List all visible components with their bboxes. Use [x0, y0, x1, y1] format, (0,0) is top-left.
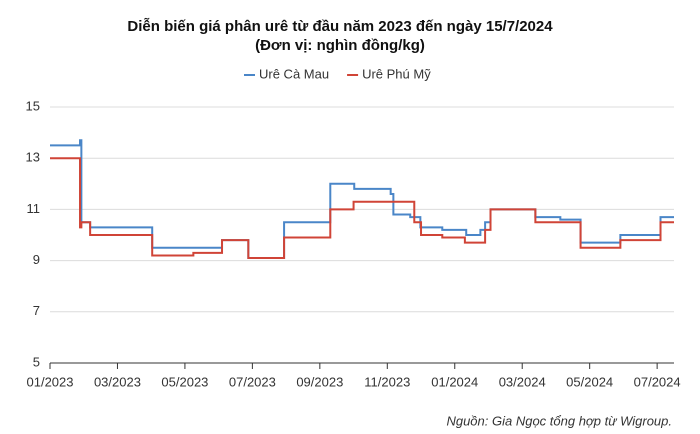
- x-tick-label: 11/2023: [364, 374, 410, 389]
- y-tick-label: 5: [33, 354, 40, 369]
- y-tick-label: 9: [33, 252, 40, 267]
- y-tick-label: 13: [26, 150, 40, 165]
- legend-label: Urê Cà Mau: [259, 66, 329, 81]
- y-tick-label: 15: [26, 98, 40, 113]
- x-tick-label: 07/2023: [229, 374, 276, 389]
- x-tick-label: 05/2024: [566, 374, 613, 389]
- chart-subtitle: (Đơn vị: nghìn đồng/kg): [255, 37, 425, 54]
- x-tick-label: 03/2023: [94, 374, 141, 389]
- legend-label: Urê Phú Mỹ: [362, 66, 431, 81]
- x-tick-label: 01/2023: [27, 374, 74, 389]
- chart-title: Diễn biến giá phân urê từ đầu năm 2023 đ…: [127, 18, 553, 35]
- series-line: [50, 157, 674, 260]
- x-tick-label: 07/2024: [634, 374, 681, 389]
- source-note: Nguồn: Gia Ngọc tổng hợp từ Wigroup.: [446, 413, 672, 428]
- y-tick-label: 7: [33, 303, 40, 318]
- x-tick-label: 05/2023: [161, 374, 208, 389]
- x-tick-label: 01/2024: [431, 374, 478, 389]
- y-tick-label: 11: [27, 201, 41, 216]
- x-tick-label: 09/2023: [296, 374, 343, 389]
- x-tick-label: 03/2024: [499, 374, 546, 389]
